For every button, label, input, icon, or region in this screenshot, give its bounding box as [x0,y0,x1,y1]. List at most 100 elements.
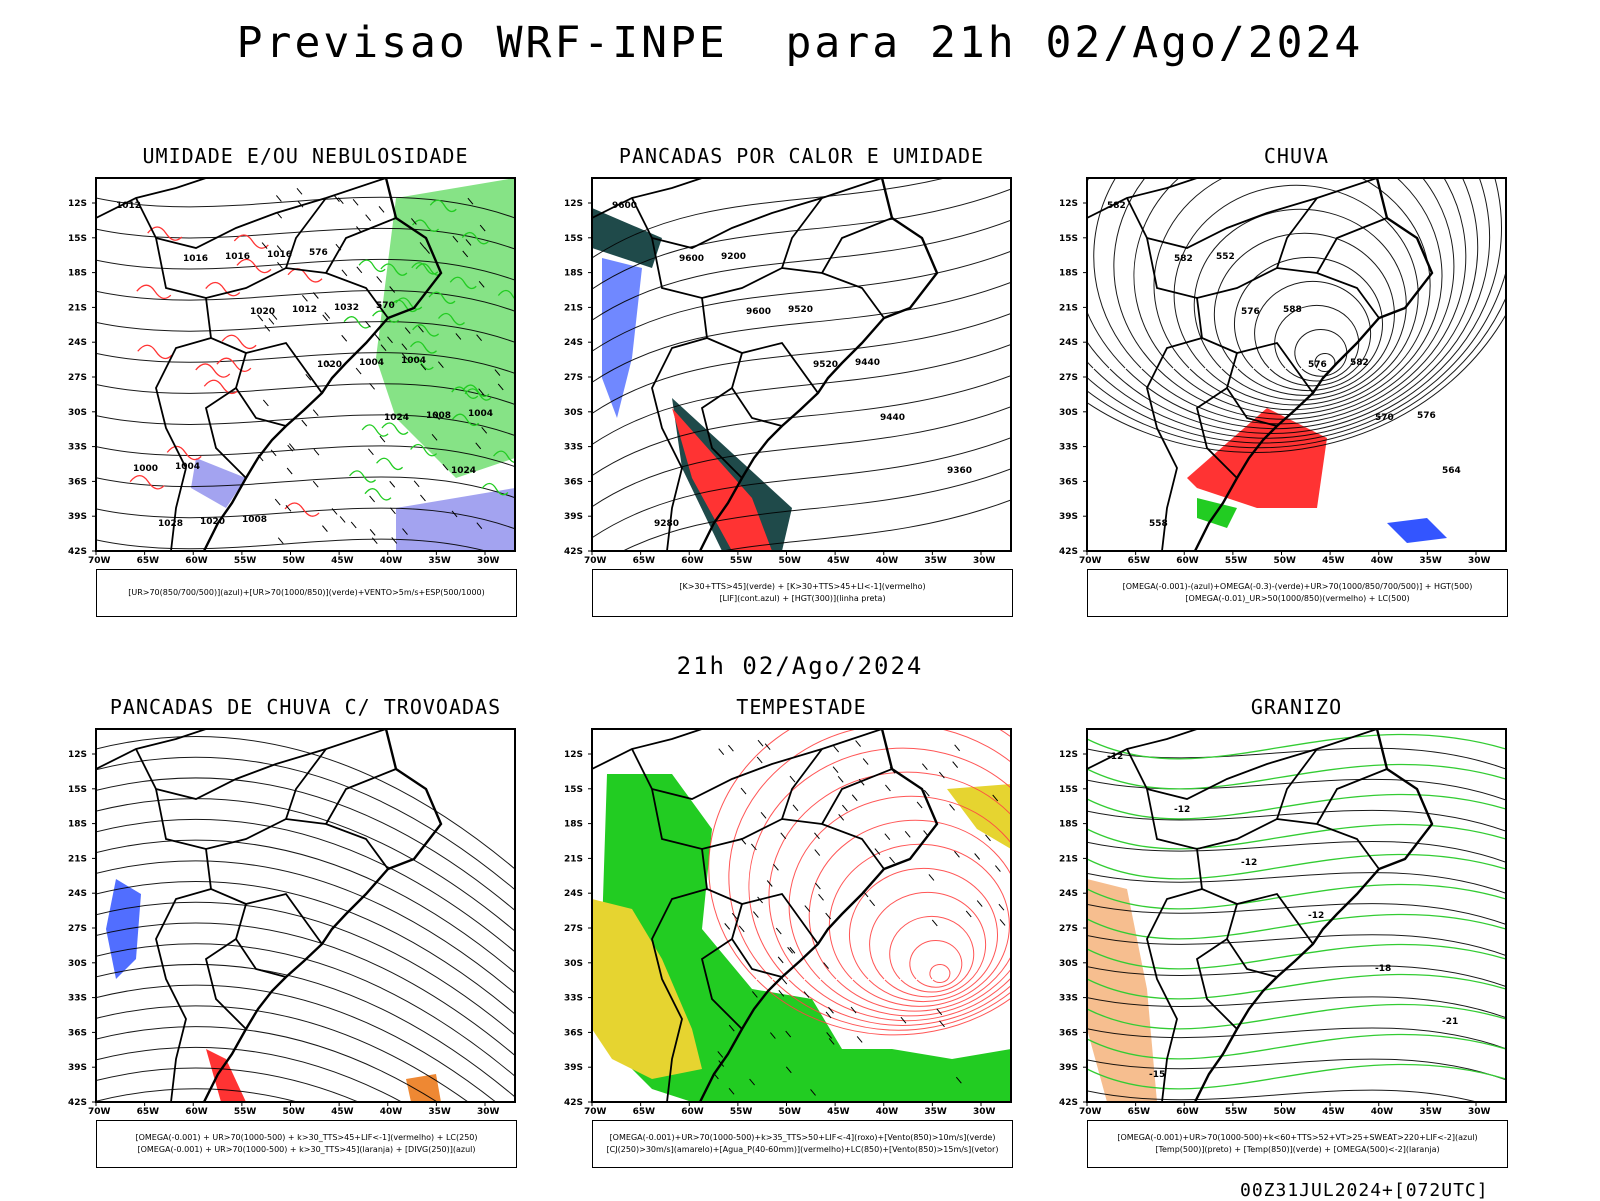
state-border [781,197,823,269]
contour-line [96,922,515,1056]
contour-line [96,901,515,1036]
map-area [96,729,515,1102]
contour-line [96,383,515,405]
wind-vector [773,863,779,871]
contour-line [1087,778,1506,801]
lon-tick-label: 35W [924,556,947,566]
map-frame [95,728,516,1103]
wind-vector [478,281,485,288]
green-contour [1087,943,1506,970]
wind-vector [276,245,283,252]
map-frame [591,728,1012,1103]
contour-label: 576 [309,248,328,258]
wind-vector [497,383,504,391]
green-contour [364,488,392,501]
lon-tick-label: 30W [477,1107,500,1117]
lat-tick-label: 36S [564,477,583,487]
lon-tick-label: 55W [1225,1107,1248,1117]
lon-tick-label: 65W [633,556,656,566]
wind-vector [401,343,408,351]
state-border [1195,938,1238,1030]
lat-tick-label: 33S [68,443,87,453]
lat-tick-label: 42S [1059,547,1078,557]
state-border [651,337,708,551]
wind-vector [931,919,938,927]
contour-label: 9280 [654,519,679,529]
wind-vector [855,740,861,747]
contour-line [96,881,515,1015]
wind-vector [717,1051,724,1058]
main-title: Previsao WRF-INPE para 21h 02/Ago/2024 [236,18,1364,68]
wind-vector [874,848,881,855]
wind-vector [749,1078,755,1086]
wind-vector [305,373,312,381]
contour-label: 9520 [788,305,813,315]
model-run-label: 00Z31JUL2024+[072UTC] [1240,1180,1489,1201]
lon-tick-label: 30W [1468,556,1491,566]
lon-tick-label: 55W [234,556,257,566]
green-contour [461,231,489,245]
contour-line [592,437,1011,539]
contour-line [96,538,488,551]
wind-vector [369,495,375,503]
panel-legend: [OMEGA(-0.001) + UR>70(1000-500) + k>30_… [96,1120,517,1168]
contour-label: 1020 [200,517,225,527]
map-area [592,729,1011,1102]
legend-line: [LIF](cont.azul) + [HGT(300)](linha pret… [719,594,886,603]
green-contour [1087,883,1506,910]
contour-line [96,445,515,468]
panel-legend: [UR>70(850/700/500)](azul)+[UR>70(1000/8… [96,569,517,617]
state-border [1146,237,1380,319]
wind-vector [780,832,787,840]
contour-line [1087,313,1506,454]
wind-vector [952,761,959,768]
green-contour [452,413,480,427]
wind-vector [837,776,844,783]
contour-line [1087,934,1506,956]
contour-label: -12 [1241,858,1257,868]
wind-vector [923,789,930,797]
state-border [235,903,287,978]
green-contour [376,457,404,471]
red-contour [147,226,183,241]
wind-vector [998,903,1005,911]
green-contour [390,299,418,313]
wind-vector [900,1016,907,1024]
green-contour [1087,823,1506,850]
contour-label: 570 [1375,413,1394,423]
wind-vector [757,739,764,747]
lat-tick-label: 21S [1059,854,1078,864]
wind-vector [365,320,371,328]
lon-tick-label: 70W [88,1107,111,1117]
lat-tick-label: 39S [564,1063,583,1073]
contour-line [96,1046,403,1102]
green-contour [380,263,408,276]
wind-vector [287,444,294,452]
contour-line [96,1005,469,1102]
wind-vector [775,927,782,935]
lat-tick-label: 42S [564,1098,583,1108]
color-field-1 [206,1049,246,1102]
contour-line [828,843,1010,1007]
wind-vector [455,333,462,340]
wind-vector [938,771,945,779]
wind-vector [885,784,891,792]
color-field-0 [602,774,1011,1102]
contour-label: 1008 [426,411,451,421]
state-border [1316,768,1388,825]
wind-vector [999,919,1006,926]
color-field-3 [602,258,642,418]
state-border [96,178,207,219]
wind-vector [350,521,357,529]
lat-tick-label: 15S [1059,785,1078,795]
state-border [285,748,327,820]
state-border [700,938,743,1030]
contour-line [1153,178,1431,411]
wind-vector [760,811,767,819]
lat-tick-label: 15S [68,234,87,244]
lat-tick-label: 33S [68,994,87,1004]
green-contour [1087,973,1506,1000]
color-field-2 [406,1074,441,1102]
contour-line [96,963,515,1098]
